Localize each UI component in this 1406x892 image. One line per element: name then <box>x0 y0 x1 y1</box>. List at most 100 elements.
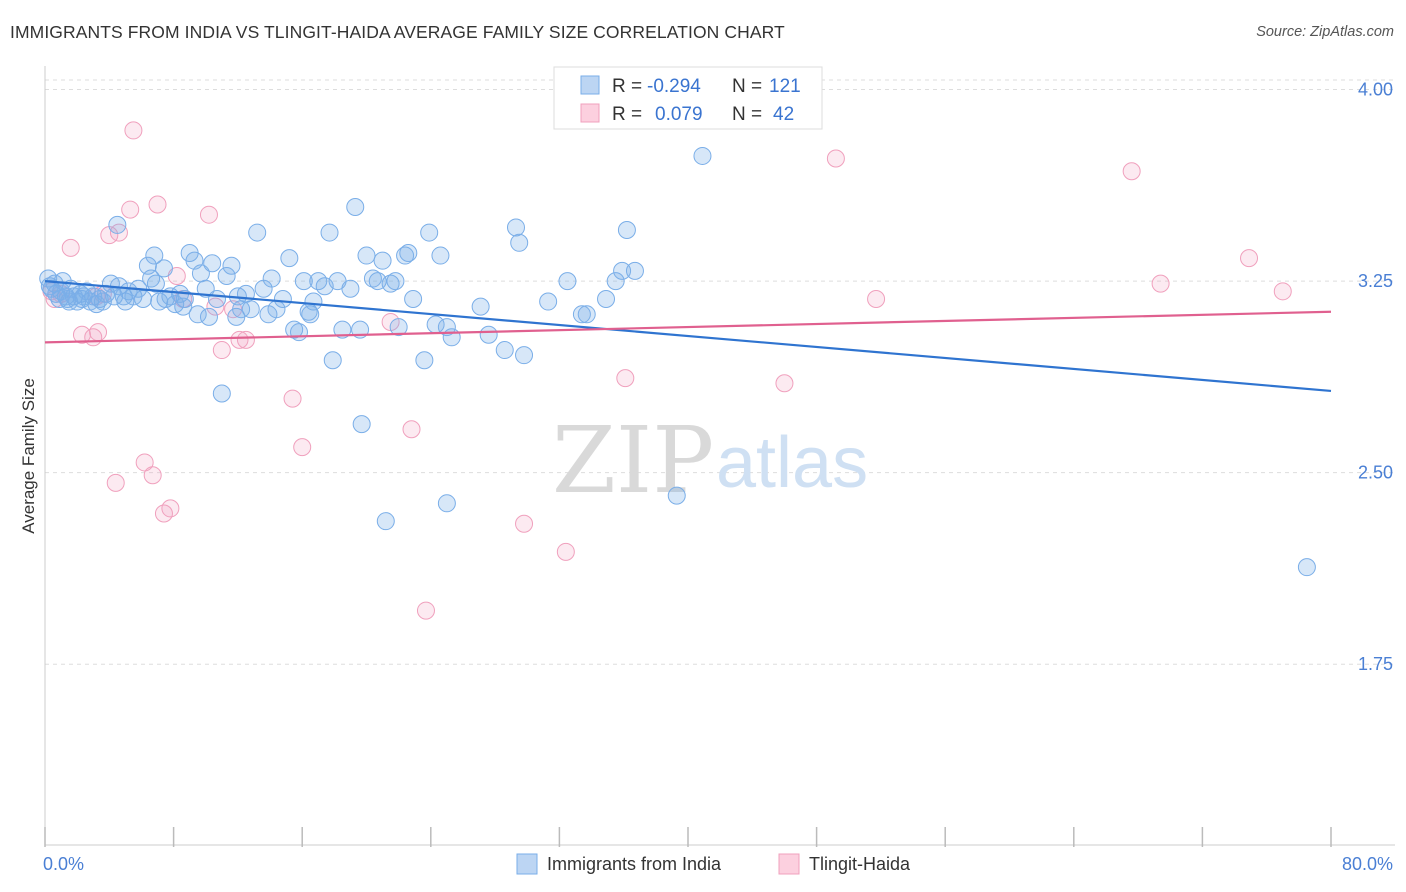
chart-title: IMMIGRANTS FROM INDIA VS TLINGIT-HAIDA A… <box>10 22 785 42</box>
india-point <box>506 218 525 237</box>
india-point <box>58 289 77 308</box>
india-point <box>146 274 165 293</box>
india-point <box>479 325 498 344</box>
india-point <box>145 246 164 265</box>
tlingit-point <box>148 195 167 214</box>
tlingit-point <box>826 149 845 168</box>
tlingit-point <box>556 542 575 561</box>
tlingit-point <box>616 369 635 388</box>
tlingit-point <box>61 238 80 257</box>
legend-n-label-india: N = <box>732 76 762 97</box>
india-point <box>174 297 193 316</box>
india-point <box>341 279 360 298</box>
india-point <box>273 289 292 308</box>
tlingit-point <box>135 453 154 472</box>
tlingit-point <box>143 466 162 485</box>
india-point <box>693 146 712 165</box>
india-point <box>196 279 215 298</box>
bottom-legend-swatch-tlingit <box>778 853 800 875</box>
tlingit-point <box>416 601 435 620</box>
india-point <box>420 223 439 242</box>
india-point <box>134 289 153 308</box>
legend-r-value-india: -0.294 <box>647 76 701 97</box>
india-point <box>301 305 320 324</box>
tlingit-point <box>236 330 255 349</box>
tlingit-point <box>515 514 534 533</box>
bottom-legend-label-india: Immigrants from India <box>547 854 722 874</box>
x-tick-labels: 0.0% 80.0% <box>43 854 1393 874</box>
india-point <box>515 346 534 365</box>
axes <box>44 66 1395 847</box>
india-trend-line <box>44 280 1332 393</box>
india-point <box>346 198 365 217</box>
tlingit-point <box>89 323 108 342</box>
tlingit-point <box>1273 282 1292 301</box>
india-point <box>241 300 260 319</box>
india-point <box>437 318 456 337</box>
india-point <box>188 305 207 324</box>
watermark-atlas: atlas <box>716 423 868 503</box>
india-point <box>222 256 241 275</box>
legend-r-label-tlingit: R = <box>612 104 642 125</box>
tlingit-point <box>283 389 302 408</box>
india-point <box>539 292 558 311</box>
india-point <box>415 351 434 370</box>
tlingit-point <box>1240 249 1259 268</box>
series-legend: Immigrants from India Tlingit-Haida <box>516 853 911 875</box>
india-point <box>572 305 591 324</box>
trend-lines <box>44 280 1332 393</box>
tlingit-point <box>293 438 312 457</box>
watermark-zip: ZIP <box>552 407 714 514</box>
india-point <box>352 415 371 434</box>
india-point <box>386 272 405 291</box>
india-point <box>404 289 423 308</box>
india-point <box>396 246 415 265</box>
legend-r-label-india: R = <box>612 76 642 97</box>
tlingit-point <box>1151 274 1170 293</box>
india-point <box>613 261 632 280</box>
india-point <box>437 494 456 513</box>
tlingit-point <box>109 223 128 242</box>
tlingit-point <box>161 499 180 518</box>
tlingit-point <box>72 325 91 344</box>
tlingit-point <box>206 297 225 316</box>
legend-n-value-india: 121 <box>769 76 801 97</box>
x-tick-label-max: 80.0% <box>1342 854 1393 874</box>
legend-n-value-tlingit: 42 <box>773 104 794 125</box>
y-tick-label: 3.25 <box>1358 271 1393 291</box>
tlingit-point <box>867 289 886 308</box>
bottom-legend-label-tlingit: Tlingit-Haida <box>809 854 911 874</box>
india-point <box>212 384 231 403</box>
india-point <box>154 259 173 278</box>
tlingit-trend-line <box>44 310 1332 344</box>
india-point <box>175 289 194 308</box>
india-point <box>577 305 596 324</box>
india-point <box>217 266 236 285</box>
india-point <box>333 320 352 339</box>
india-point <box>262 269 281 288</box>
legend-swatch-tlingit <box>580 103 600 123</box>
india-point <box>363 269 382 288</box>
tlingit-point <box>1122 162 1141 181</box>
india-point <box>471 297 490 316</box>
legend-swatch-india <box>580 75 600 95</box>
india-point <box>208 289 227 308</box>
x-tick-label-min: 0.0% <box>43 854 84 874</box>
india-point <box>376 512 395 531</box>
india-point <box>495 341 514 360</box>
y-tick-label: 2.50 <box>1358 463 1393 483</box>
india-point <box>116 292 135 311</box>
india-point <box>294 272 313 291</box>
india-point <box>389 318 408 337</box>
tlingit-point <box>121 200 140 219</box>
india-point <box>1297 558 1316 577</box>
grid-lines <box>45 79 1395 665</box>
tlingit-point <box>402 420 421 439</box>
india-point <box>625 261 644 280</box>
bottom-legend-swatch-india <box>516 853 538 875</box>
y-tick-label: 4.00 <box>1358 80 1393 100</box>
legend-r-value-tlingit: 0.079 <box>655 104 703 125</box>
india-point <box>280 249 299 268</box>
correlation-legend: R = -0.294 N = 121 R = 0.079 N = 42 <box>553 66 823 130</box>
india-point <box>203 254 222 273</box>
